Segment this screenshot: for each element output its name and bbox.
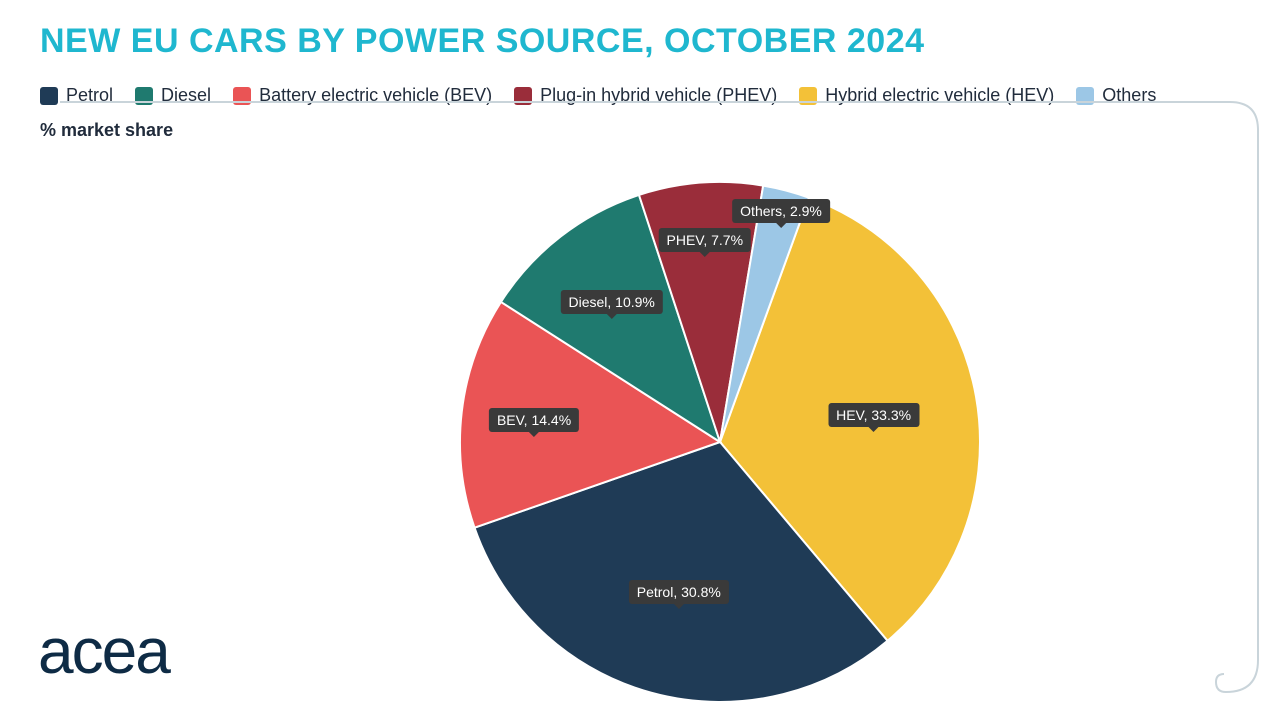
slice-label-bev: BEV, 14.4%	[489, 408, 579, 432]
pie-chart: HEV, 33.3% Petrol, 30.8% BEV, 14.4% Diesel,…	[440, 162, 1000, 722]
logo-text: acea	[38, 615, 169, 687]
slice-label-diesel: Diesel, 10.9%	[560, 290, 662, 314]
legend-swatch	[1076, 87, 1094, 105]
legend-item: Plug-in hybrid vehicle (PHEV)	[514, 85, 777, 106]
legend-label: Hybrid electric vehicle (HEV)	[825, 85, 1054, 106]
legend-swatch	[40, 87, 58, 105]
legend-swatch	[233, 87, 251, 105]
legend-item: Hybrid electric vehicle (HEV)	[799, 85, 1054, 106]
acea-logo: acea	[38, 614, 169, 688]
legend-item: Battery electric vehicle (BEV)	[233, 85, 492, 106]
legend-item: Diesel	[135, 85, 211, 106]
legend-swatch	[514, 87, 532, 105]
legend-swatch	[799, 87, 817, 105]
slice-label-petrol: Petrol, 30.8%	[629, 580, 729, 604]
slice-label-phev: PHEV, 7.7%	[659, 228, 752, 252]
legend-label: Petrol	[66, 85, 113, 106]
slice-label-hev: HEV, 33.3%	[828, 403, 919, 427]
legend-label: Battery electric vehicle (BEV)	[259, 85, 492, 106]
chart-subtitle: % market share	[40, 120, 1260, 141]
legend-label: Others	[1102, 85, 1156, 106]
chart-title: NEW EU CARS BY POWER SOURCE, OCTOBER 202…	[40, 22, 1260, 61]
legend-item: Others	[1076, 85, 1156, 106]
legend-item: Petrol	[40, 85, 113, 106]
legend-label: Plug-in hybrid vehicle (PHEV)	[540, 85, 777, 106]
legend-label: Diesel	[161, 85, 211, 106]
legend: Petrol Diesel Battery electric vehicle (BE…	[40, 85, 1260, 106]
slice-label-others: Others, 2.9%	[732, 199, 830, 223]
legend-swatch	[135, 87, 153, 105]
